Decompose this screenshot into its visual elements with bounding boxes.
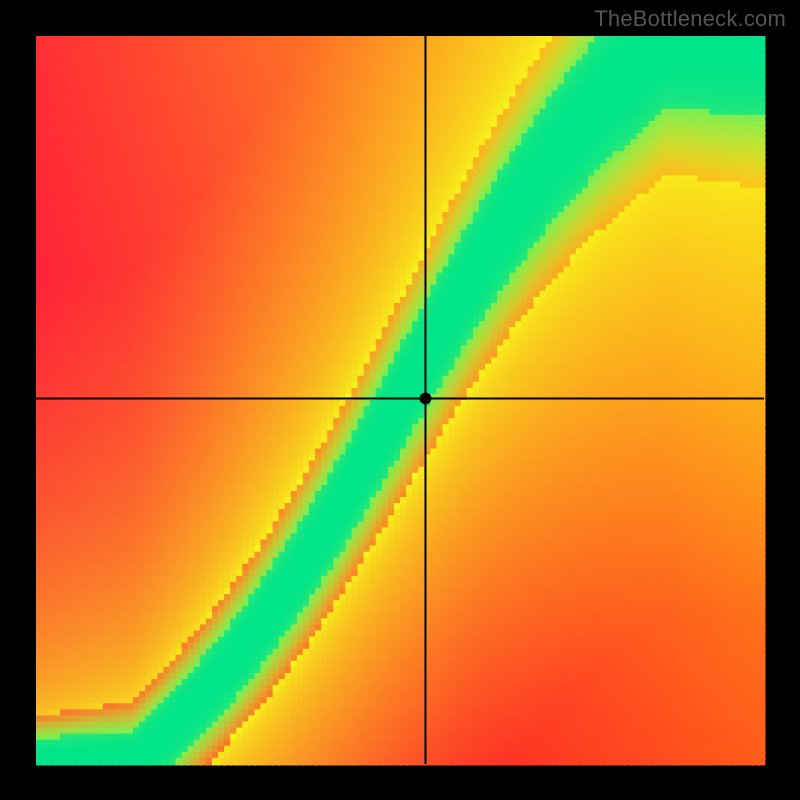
chart-container: TheBottleneck.com	[0, 0, 800, 800]
watermark-text: TheBottleneck.com	[594, 6, 786, 32]
bottleneck-heatmap	[0, 0, 800, 800]
